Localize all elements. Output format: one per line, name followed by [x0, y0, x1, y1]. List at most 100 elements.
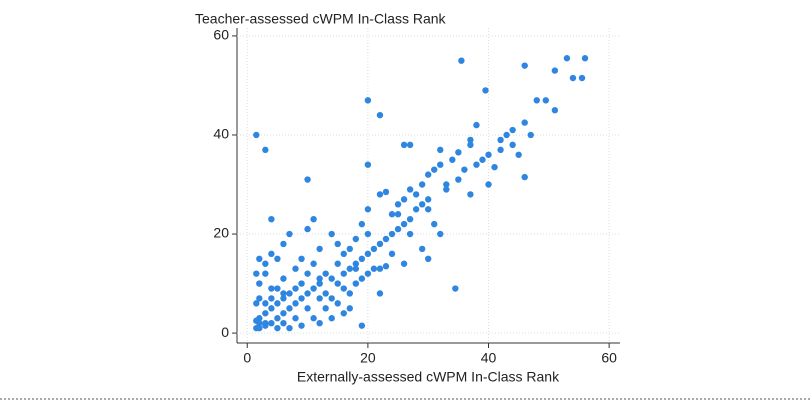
point [352, 280, 360, 287]
point [406, 215, 414, 223]
point [394, 201, 402, 208]
point [274, 285, 281, 292]
point [400, 196, 408, 203]
chart-title: Teacher-assessed cWPM In-Class Rank [195, 11, 447, 27]
point [262, 270, 269, 277]
point [406, 186, 414, 193]
point [316, 245, 323, 253]
point [533, 97, 540, 104]
point [298, 255, 305, 263]
point [406, 230, 414, 238]
point [388, 211, 396, 218]
point [527, 131, 534, 139]
point [449, 156, 456, 163]
point [418, 181, 426, 188]
point [334, 280, 341, 287]
point [364, 270, 372, 277]
point [262, 300, 269, 307]
point [569, 74, 577, 82]
point [461, 166, 468, 173]
point [400, 220, 408, 228]
point [286, 305, 293, 312]
point [292, 285, 299, 292]
point [346, 305, 353, 312]
point [376, 265, 384, 272]
point [424, 171, 432, 178]
point [376, 191, 384, 198]
point [280, 275, 287, 282]
point [443, 181, 450, 188]
point [382, 188, 390, 196]
point [467, 136, 474, 144]
x-tick-label: 40 [481, 350, 497, 366]
point [268, 295, 275, 302]
point [388, 250, 396, 258]
point [298, 295, 305, 302]
point [253, 300, 260, 307]
point [418, 245, 426, 253]
point [334, 300, 341, 307]
point [437, 230, 444, 238]
y-tick-label: 20 [213, 225, 229, 241]
y-tick-label: 40 [213, 126, 229, 142]
point [551, 107, 559, 114]
point [274, 255, 281, 263]
x-axis-label: Externally-assessed cWPM In-Class Rank [297, 369, 560, 385]
point [298, 322, 305, 329]
point [340, 285, 347, 292]
point [310, 260, 317, 267]
point [358, 275, 366, 282]
point [382, 263, 390, 270]
point [268, 319, 275, 327]
point [328, 230, 335, 238]
point [262, 146, 269, 154]
point [482, 87, 489, 94]
point [497, 146, 504, 154]
point [388, 230, 396, 238]
point [310, 315, 317, 322]
point [364, 206, 372, 213]
point [485, 181, 492, 188]
point [298, 280, 305, 287]
point [358, 255, 366, 263]
point [292, 315, 299, 322]
point [358, 322, 366, 329]
point [376, 111, 384, 119]
point [376, 290, 384, 297]
point [437, 146, 444, 154]
point [467, 191, 474, 198]
point [256, 295, 263, 302]
point [256, 280, 263, 287]
point [412, 206, 420, 213]
point [394, 225, 402, 233]
point [455, 176, 462, 183]
point [280, 310, 287, 317]
point [304, 225, 311, 233]
point [310, 285, 317, 292]
point [491, 163, 498, 171]
point [437, 161, 444, 168]
point [551, 67, 559, 74]
point [412, 191, 420, 198]
point [346, 265, 353, 272]
point [280, 319, 287, 327]
point [418, 201, 426, 208]
x-tick-label: 20 [360, 350, 376, 366]
point [328, 315, 335, 322]
point [370, 245, 378, 253]
point [364, 230, 372, 238]
point [316, 319, 323, 327]
point [280, 295, 287, 302]
point [394, 211, 402, 218]
point [452, 285, 459, 292]
point [352, 265, 360, 272]
point [268, 305, 275, 312]
point [334, 260, 341, 267]
x-tick-label: 60 [601, 350, 617, 366]
point [334, 240, 341, 248]
point [262, 260, 269, 267]
point [262, 319, 269, 327]
point [376, 240, 384, 248]
point [253, 270, 260, 277]
point [364, 250, 372, 258]
